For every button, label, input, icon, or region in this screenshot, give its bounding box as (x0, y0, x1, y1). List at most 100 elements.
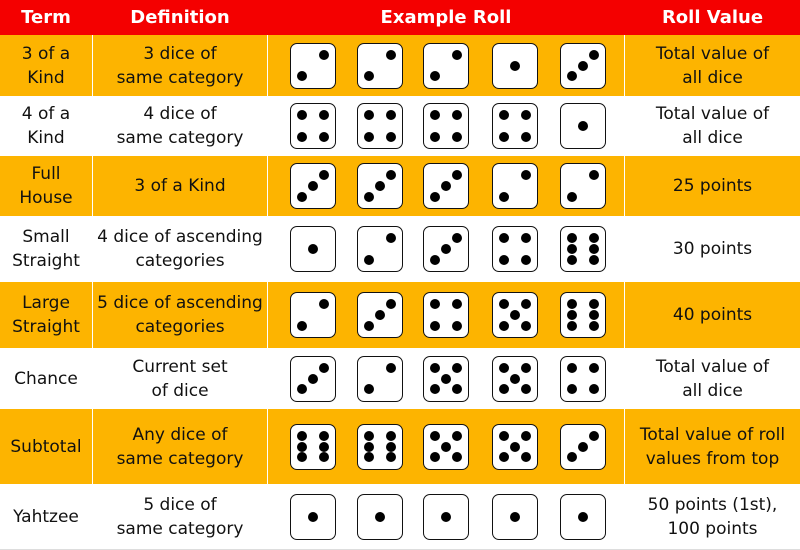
table-row: Full House 3 of a Kind 25 points (0, 156, 800, 216)
definition-cell: 3 dice of same category (93, 35, 267, 96)
die-pip (451, 384, 462, 395)
roll-value-cell: Total value of roll values from top (625, 409, 800, 484)
die-pip (297, 441, 308, 452)
roll-value-cell-line: values from top (645, 448, 780, 469)
term-cell: Chance (0, 348, 92, 409)
die-pip (430, 71, 441, 82)
definition-cell: 5 dice of ascending categories (93, 282, 267, 348)
die-pip (451, 430, 462, 441)
die-pip (451, 170, 462, 181)
definition-cell: 3 of a Kind (93, 156, 267, 216)
die-face-4 (560, 355, 606, 402)
die-pip (499, 320, 510, 331)
die-face-3 (560, 42, 606, 89)
die-pip (499, 110, 510, 121)
die-pip (318, 49, 329, 60)
example-roll-cell (268, 484, 624, 550)
example-roll-cell (268, 156, 624, 216)
die-pip (297, 384, 308, 395)
definition-cell-line: 5 dice of ascending (97, 293, 263, 313)
die-pip (567, 244, 578, 254)
die-face-3 (357, 292, 403, 338)
header-definition: Definition (130, 7, 230, 28)
die-pip (375, 181, 385, 191)
die-pip (385, 233, 396, 244)
die-pip (430, 320, 441, 331)
die-pip (499, 191, 510, 202)
die-pip (308, 373, 318, 384)
example-roll-cell (268, 35, 624, 96)
die-pip (567, 191, 578, 202)
die-pip (510, 441, 520, 452)
die-face-6 (560, 226, 606, 272)
die-face-6 (357, 423, 403, 470)
die-pip (318, 452, 329, 463)
die-pip (385, 441, 396, 452)
die-pip (567, 310, 578, 320)
die-pip (588, 310, 599, 320)
table-row: Yahtzee 5 dice of same category 50 points (… (0, 484, 800, 550)
die-pip (318, 170, 329, 181)
roll-value-cell-line: 40 points (672, 305, 753, 325)
die-pip (364, 131, 375, 142)
example-roll-cell (268, 216, 624, 282)
die-face-1 (492, 494, 538, 540)
die-pip (520, 131, 531, 142)
die-face-2 (560, 163, 606, 209)
roll-value-cell: 50 points (1st), 100 points (625, 484, 800, 550)
die-face-1 (560, 103, 606, 149)
table-header: Term Definition Example Roll Roll Value (0, 0, 800, 35)
table-row: 3 of a Kind 3 dice of same category Total va… (0, 35, 800, 96)
die-face-1 (423, 494, 469, 540)
die-pip (364, 71, 375, 82)
die-pip (364, 430, 375, 441)
die-pip (499, 299, 510, 310)
term-cell: Small Straight (0, 216, 92, 282)
die-pip (297, 320, 308, 331)
die-pip (578, 60, 588, 71)
table-row: Small Straight 4 dice of ascending categori… (0, 216, 800, 282)
die-pip (567, 452, 578, 463)
die-pip (567, 384, 578, 395)
die-pip (451, 49, 462, 60)
die-face-3 (560, 423, 606, 470)
definition-cell-line: same category (116, 128, 244, 148)
die-face-5 (423, 355, 469, 402)
example-roll-cell (268, 348, 624, 409)
die-pip (499, 430, 510, 441)
definition-cell-line: Any dice of (132, 424, 228, 445)
die-pip (364, 110, 375, 121)
die-face-4 (290, 103, 336, 149)
roll-value-cell-line: all dice (682, 380, 743, 401)
die-pip (451, 110, 462, 121)
column-divider (92, 35, 93, 550)
die-face-6 (290, 423, 336, 470)
die-pip (510, 512, 520, 522)
die-pip (385, 110, 396, 121)
term-cell-line: Kind (27, 67, 65, 88)
die-face-4 (423, 103, 469, 149)
roll-value-cell-line: 25 points (672, 176, 753, 196)
roll-value-cell-line: 100 points (667, 519, 758, 539)
roll-value-cell-line: Total value of (655, 104, 770, 124)
die-face-6 (560, 292, 606, 338)
roll-value-cell-line: all dice (682, 128, 743, 148)
die-pip (441, 244, 451, 254)
die-face-3 (357, 163, 403, 209)
die-pip (297, 452, 308, 463)
term-cell-line: 3 of a (21, 43, 71, 64)
die-face-2 (492, 163, 538, 209)
table-row: Subtotal Any dice of same category Total va… (0, 409, 800, 484)
die-pip (364, 254, 375, 265)
die-pip (318, 441, 329, 452)
die-pip (520, 233, 531, 244)
die-pip (567, 254, 578, 265)
die-pip (520, 110, 531, 121)
die-pip (430, 131, 441, 142)
die-pip (499, 254, 510, 265)
term-cell-line: Subtotal (10, 436, 82, 457)
die-pip (588, 384, 599, 395)
roll-value-cell: 30 points (625, 216, 800, 282)
table-row: 4 of a Kind 4 dice of same category Total va… (0, 96, 800, 156)
die-pip (578, 512, 588, 522)
